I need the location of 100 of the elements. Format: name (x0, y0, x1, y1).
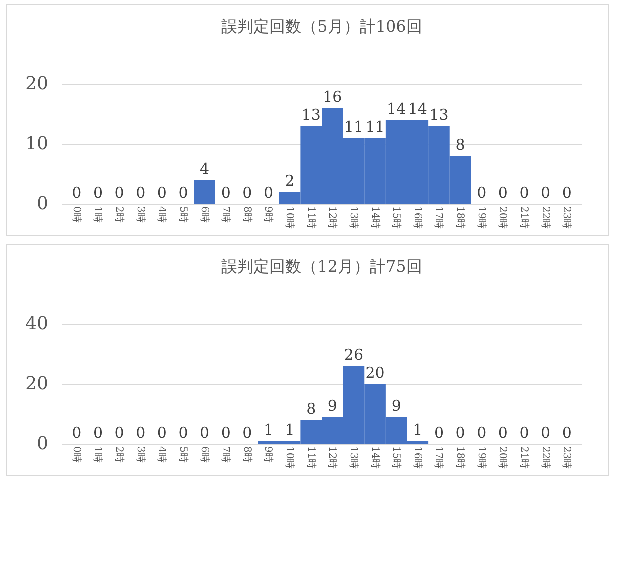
x-tick-label: 8時 (241, 206, 254, 223)
data-label: 8 (456, 136, 466, 154)
x-tick-label: 9時 (262, 446, 275, 463)
data-label: 0 (242, 424, 252, 442)
x-tick-label: 4時 (156, 446, 168, 463)
x-tick-label: 22時 (540, 446, 552, 470)
data-label: 26 (344, 346, 364, 364)
x-tick-label: 1時 (92, 206, 104, 223)
data-label: 4 (200, 160, 210, 178)
x-tick-label: 11時 (305, 206, 318, 230)
data-label: 2 (285, 172, 295, 190)
x-tick-label: 14時 (369, 446, 382, 470)
x-tick-label: 19時 (476, 446, 488, 470)
data-label: 8 (306, 400, 316, 418)
data-label: 14 (408, 100, 428, 118)
data-label: 0 (93, 184, 104, 202)
x-tick-label: 21時 (518, 206, 530, 230)
data-label: 0 (540, 184, 551, 202)
data-label: 13 (302, 106, 321, 124)
data-label: 9 (328, 397, 338, 415)
x-tick-label: 17時 (433, 446, 446, 470)
data-label: 0 (562, 424, 572, 442)
data-label: 0 (498, 184, 508, 202)
data-label: 1 (413, 421, 423, 439)
x-tick-label: 0時 (70, 206, 83, 223)
x-tick-label: 10時 (284, 206, 296, 230)
data-label: 0 (157, 184, 167, 202)
data-label: 0 (264, 184, 274, 202)
data-label: 0 (72, 184, 82, 202)
x-tick-label: 16時 (412, 446, 424, 470)
x-tick-label: 12時 (326, 206, 339, 230)
x-tick-label: 3時 (134, 446, 147, 463)
data-label: 0 (136, 424, 146, 442)
x-tick-label: 16時 (412, 206, 424, 230)
data-label: 0 (136, 184, 146, 202)
data-label: 0 (221, 184, 231, 202)
data-label: 0 (456, 424, 466, 442)
bar (194, 180, 216, 204)
x-tick-label: 18時 (454, 446, 467, 470)
x-tick-label: 22時 (540, 206, 552, 230)
data-label: 0 (520, 424, 530, 442)
x-tick-label: 9時 (262, 206, 275, 223)
data-label: 9 (392, 397, 402, 415)
x-tick-label: 4時 (156, 206, 168, 223)
data-label: 0 (114, 184, 124, 202)
data-label: 20 (366, 364, 385, 382)
data-label: 0 (114, 424, 124, 442)
y-tick-label: 20 (26, 74, 48, 94)
x-tick-label: 21時 (518, 446, 530, 470)
x-tick-label: 20時 (497, 206, 510, 230)
x-tick-label: 18時 (454, 206, 467, 230)
x-tick-label: 1時 (92, 446, 104, 463)
x-tick-label: 11時 (305, 446, 318, 470)
data-label: 0 (477, 184, 487, 202)
x-tick-label: 5時 (177, 446, 190, 463)
x-tick-label: 23時 (561, 206, 574, 230)
data-label: 0 (72, 424, 82, 442)
x-tick-label: 2時 (114, 446, 126, 463)
x-tick-label: 7時 (220, 206, 232, 223)
x-tick-label: 13時 (348, 446, 360, 470)
data-label: 0 (498, 424, 508, 442)
x-tick-label: 20時 (497, 446, 510, 470)
chart-title: 誤判定回数（5月）計106回 (222, 17, 422, 36)
y-tick-label: 0 (37, 434, 48, 454)
x-tick-label: 10時 (284, 446, 296, 470)
data-label: 0 (562, 184, 572, 202)
data-label: 0 (540, 424, 551, 442)
data-label: 14 (387, 100, 406, 118)
chart-title: 誤判定回数（12月）計75回 (222, 257, 422, 276)
y-tick-label: 20 (26, 374, 48, 394)
data-label: 0 (520, 184, 530, 202)
x-tick-label: 15時 (390, 206, 403, 230)
data-label: 1 (285, 421, 295, 439)
x-tick-label: 6時 (198, 446, 211, 463)
data-label: 16 (323, 88, 342, 106)
x-tick-label: 0時 (70, 446, 83, 463)
x-tick-label: 13時 (348, 206, 360, 230)
x-tick-label: 3時 (134, 206, 147, 223)
x-tick-label: 6時 (198, 206, 211, 223)
x-tick-label: 5時 (177, 206, 190, 223)
x-tick-label: 19時 (476, 206, 488, 230)
data-label: 0 (157, 424, 167, 442)
x-tick-label: 15時 (390, 446, 403, 470)
x-tick-label: 23時 (561, 446, 574, 470)
x-tick-label: 14時 (369, 206, 382, 230)
data-label: 0 (221, 424, 231, 442)
y-tick-label: 10 (26, 134, 48, 154)
data-label: 0 (178, 424, 188, 442)
data-label: 0 (93, 424, 104, 442)
x-tick-label: 17時 (433, 206, 446, 230)
data-label: 0 (200, 424, 210, 442)
x-tick-label: 7時 (220, 446, 232, 463)
data-label: 0 (477, 424, 487, 442)
data-label: 0 (434, 424, 444, 442)
x-tick-label: 12時 (326, 446, 339, 470)
data-label: 13 (430, 106, 449, 124)
y-tick-label: 40 (26, 314, 48, 334)
data-label: 11 (344, 118, 364, 136)
data-label: 0 (178, 184, 188, 202)
x-tick-label: 8時 (241, 446, 254, 463)
